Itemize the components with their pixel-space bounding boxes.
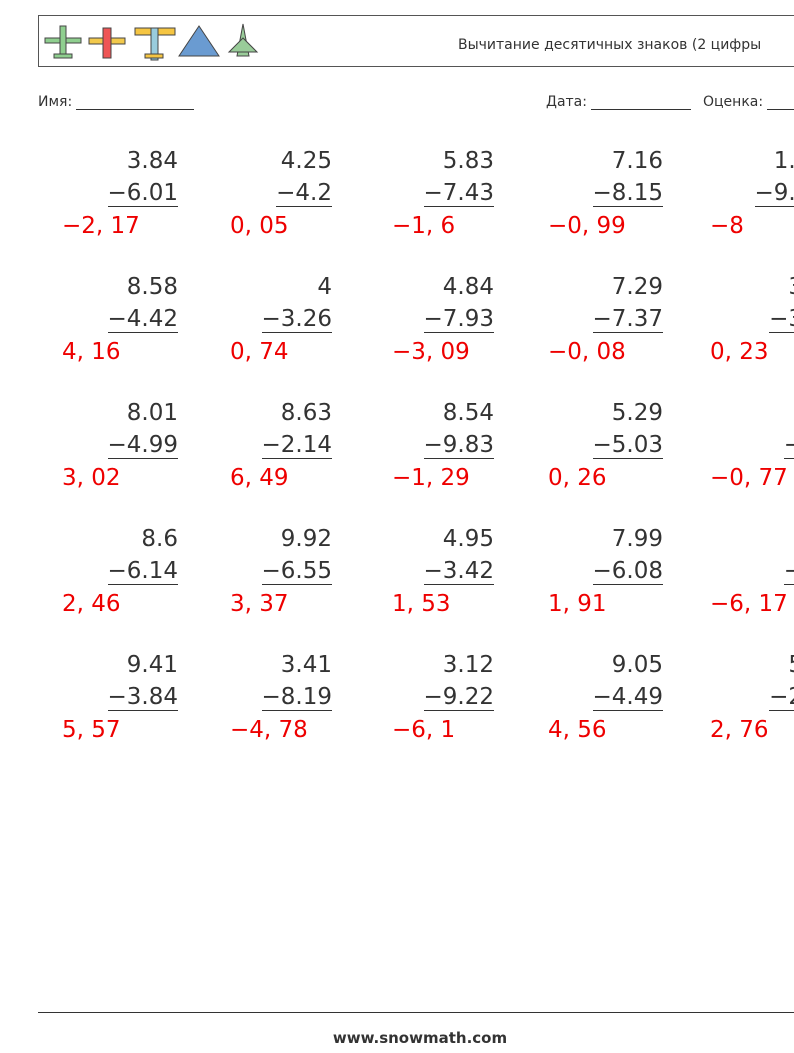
subtrahend: −3.84 [107,684,178,711]
name-label: Имя: [38,94,73,110]
answer: −0, 99 [548,213,626,239]
minuend: 8.54 [442,400,494,426]
answer: 4, 16 [62,339,121,365]
grade-field: Оценка: [703,94,794,110]
subtrahend: −4.49 [592,684,663,711]
answer: −3, 09 [392,339,470,365]
minuend: 5.0 [788,652,794,678]
minuend: 4.95 [442,526,494,552]
subtrahend: −9.22 [423,684,494,711]
answer: 0, 74 [230,339,289,365]
minuend: 8.58 [126,274,178,300]
subtrahend: −6.08 [592,558,663,585]
minuend: 4 [317,274,332,300]
minuend: 9.41 [126,652,178,678]
minuend: 9.05 [611,652,663,678]
answer: 6, 49 [230,465,289,491]
answer: −6, 17 [710,591,788,617]
answer: −1, 6 [392,213,456,239]
answer: −4, 78 [230,717,308,743]
subtrahend: −3.7 [769,306,794,333]
answer: 3, 37 [230,591,289,617]
answer: 0, 05 [230,213,289,239]
subtrahend: −5.03 [592,432,663,459]
minuend: 5.83 [442,148,494,174]
minuend: 8.01 [126,400,178,426]
answer: 0, 26 [548,465,607,491]
subtrahend: −7.37 [592,306,663,333]
subtrahend: −6.14 [107,558,178,585]
minuend: 9.92 [280,526,332,552]
subtrahend: −6.01 [107,180,178,207]
answer: 4, 56 [548,717,607,743]
footer-rule [38,1012,794,1013]
footer-site: www.snowmath.com [332,1029,508,1047]
minuend: 8.6 [141,526,178,552]
name-field: Имя: [38,94,195,110]
minuend: 3.84 [126,148,178,174]
answer: −0, 77 [710,465,788,491]
subtrahend: −8. [783,558,794,585]
answer: 2, 46 [62,591,121,617]
subtrahend: −8.15 [592,180,663,207]
date-label: Дата: [546,94,587,110]
minuend: 8.63 [280,400,332,426]
plane-icons [44,23,259,61]
subtrahend: −2.14 [261,432,332,459]
minuend: 5.29 [611,400,663,426]
answer: 1, 53 [392,591,451,617]
answer: −0, 08 [548,339,626,365]
minuend: 3.41 [280,652,332,678]
header-box: Вычитание десятичных знаков (2 цифры [38,15,794,67]
subtrahend: −3.26 [261,306,332,333]
subtrahend: −4.2 [276,180,332,207]
subtrahend: −9. [783,432,794,459]
name-line [76,95,195,110]
answer: −1, 29 [392,465,470,491]
title: Вычитание десятичных знаков (2 цифры [458,37,762,53]
minuend: 4.25 [280,148,332,174]
subtrahend: −9.42 [754,180,794,207]
subtrahend: −4.99 [107,432,178,459]
subtrahend: −9.83 [423,432,494,459]
subtrahend: −8.19 [261,684,332,711]
subtrahend: −2.2 [769,684,794,711]
answer: −8 [710,213,744,239]
answer: 1, 91 [548,591,607,617]
subtrahend: −7.43 [423,180,494,207]
minuend: 7.99 [611,526,663,552]
answer: 2, 76 [710,717,769,743]
date-line [590,95,691,110]
minuend: 7.16 [611,148,663,174]
subtrahend: −6.55 [261,558,332,585]
answer: 5, 57 [62,717,121,743]
minuend: 3.12 [442,652,494,678]
minuend: 3.9 [788,274,794,300]
subtrahend: −4.42 [107,306,178,333]
answer: 3, 02 [62,465,121,491]
date-field: Дата: [546,94,691,110]
grade-label: Оценка: [703,94,764,110]
subtrahend: −3.42 [423,558,494,585]
answer: 0, 23 [710,339,769,365]
minuend: 1.42 [773,148,794,174]
minuend: 4.84 [442,274,494,300]
answer: −6, 1 [392,717,456,743]
minuend: 7.29 [611,274,663,300]
grade-line [767,95,794,110]
answer: −2, 17 [62,213,140,239]
subtrahend: −7.93 [423,306,494,333]
